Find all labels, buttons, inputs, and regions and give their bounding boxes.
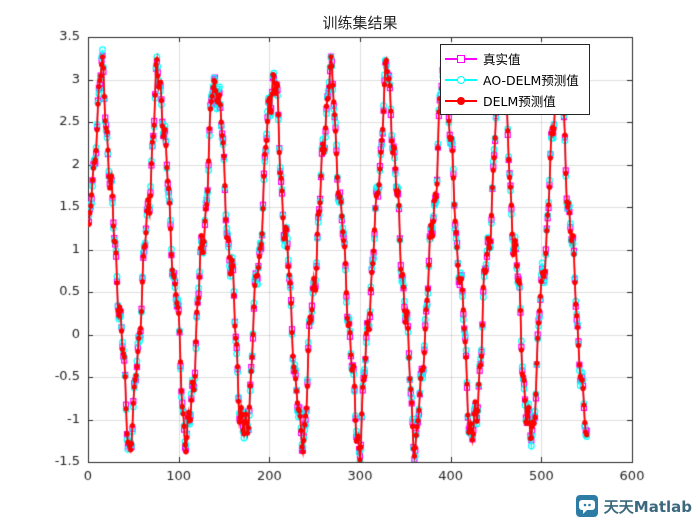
filled-circle-marker-icon <box>457 96 465 105</box>
legend-swatch-ao-delm <box>445 74 477 86</box>
circle-marker-icon <box>457 75 465 84</box>
watermark: 天天Matlab <box>575 495 692 517</box>
chart-title: 训练集结果 <box>322 14 398 32</box>
legend-swatch-delm <box>445 95 477 107</box>
legend-item-true: 真实值 <box>445 48 585 69</box>
legend-swatch-true <box>445 53 477 65</box>
chat-icon <box>575 495 598 517</box>
legend: 真实值 AO-DELM预测值 DELM预测值 <box>440 44 590 115</box>
legend-label-true: 真实值 <box>483 52 521 67</box>
legend-label-delm: DELM预测值 <box>483 94 556 109</box>
legend-item-ao-delm: AO-DELM预测值 <box>445 69 585 90</box>
square-marker-icon <box>457 54 465 63</box>
legend-item-delm: DELM预测值 <box>445 90 585 111</box>
legend-label-ao-delm: AO-DELM预测值 <box>483 73 579 88</box>
watermark-text: 天天Matlab <box>603 497 692 516</box>
